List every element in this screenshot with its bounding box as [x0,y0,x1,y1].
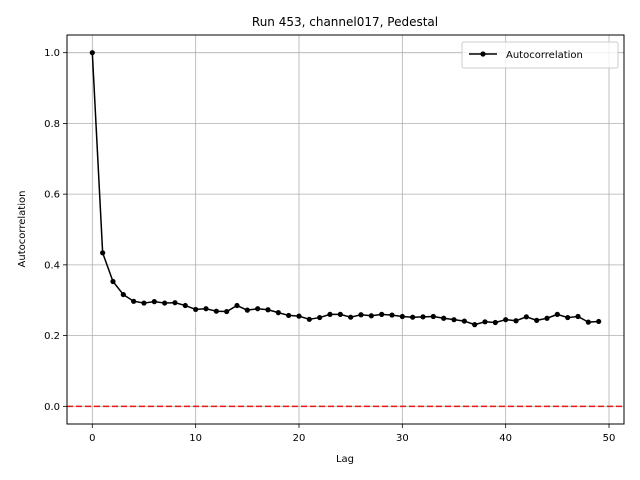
plot-frame [66,34,625,425]
legend-box [461,41,619,69]
ticks: 0 10 20 30 40 50 0.0 0.2 0.4 0.6 0.8 1.0 [44,48,615,444]
y-tick-label: 0.8 [44,119,60,130]
data-point [234,302,240,309]
data-point [482,319,488,325]
data-point [224,308,230,315]
data-point [100,250,106,256]
y-tick-label: 1.0 [44,48,60,59]
data-point [348,314,354,320]
data-point [389,312,395,318]
data-point [265,307,271,313]
data-point [379,311,385,317]
legend: Autocorrelation [461,41,619,69]
data-point [203,306,209,312]
data-point [575,313,581,320]
data-point [151,299,157,305]
x-tick-label: 20 [293,433,306,444]
y-axis-label: Autocorrelation [17,191,28,268]
data-point [141,300,147,306]
data-point [451,317,457,323]
legend-marker-sample [480,51,486,57]
data-point [296,313,302,319]
data-point [131,298,137,304]
data-point [554,311,560,317]
data-point [275,310,281,316]
data-point [255,306,261,312]
y-tick-label: 0.4 [44,260,60,271]
data-point [441,315,447,321]
data-point [399,313,405,320]
y-tick-label: 0.2 [44,331,60,342]
data-point [492,319,498,326]
x-tick-label: 10 [189,433,202,444]
data-point [523,314,529,320]
data-point [193,306,199,313]
series-group [89,50,602,328]
data-point [182,302,188,309]
data-point [286,312,292,319]
data-point [585,319,591,325]
data-point [472,322,478,328]
data-point [430,313,436,320]
data-point [544,315,550,321]
data-point [162,300,168,306]
data-point [306,316,312,322]
data-point [503,317,509,323]
data-point [596,318,602,325]
chart-title: Run 453, channel017, Pedestal [252,15,438,29]
data-point [317,314,323,321]
y-tick-label: 0.6 [44,190,60,201]
data-point [89,50,95,56]
x-axis-label: Lag [336,454,354,465]
data-point [368,313,374,319]
data-point [244,307,250,313]
data-point [410,314,416,320]
data-point [120,291,126,298]
data-point [420,314,426,320]
data-point [172,300,178,306]
data-point [461,318,467,324]
data-point [358,312,364,318]
data-point [213,308,219,314]
x-tick-label: 0 [89,433,95,444]
x-tick-label: 30 [396,433,409,444]
data-point [337,311,343,317]
x-tick-label: 50 [603,433,616,444]
data-point [513,318,519,324]
data-point [534,317,540,323]
data-point [565,314,571,321]
data-point [327,311,333,317]
y-tick-label: 0.0 [44,402,60,413]
legend-label: Autocorrelation [506,50,583,61]
x-tick-label: 40 [499,433,512,444]
data-point [110,278,116,285]
